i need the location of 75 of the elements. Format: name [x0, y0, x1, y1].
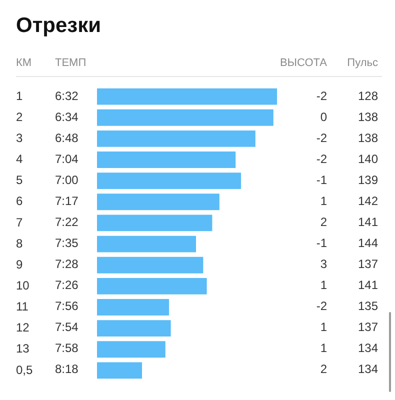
y-tick-label: 9	[16, 257, 23, 272]
bar	[97, 109, 274, 126]
data-label: -2	[316, 298, 327, 315]
data-label: 142	[358, 193, 378, 210]
y-tick-label: 2	[16, 110, 23, 124]
y-tick-label: 8	[16, 236, 23, 250]
bar	[97, 320, 171, 337]
y-tick-label: 0,5	[16, 362, 34, 377]
data-label: 138	[358, 109, 378, 126]
data-label: 0	[320, 109, 327, 126]
data-label: 1	[320, 319, 327, 336]
y-tick-label: 5	[16, 173, 23, 188]
data-label: 7:04	[55, 151, 78, 168]
data-label: 7:17	[55, 193, 78, 210]
y-tick-label: 12	[16, 320, 30, 335]
text: ТЕМП	[55, 56, 86, 70]
data-label: -2	[316, 130, 327, 147]
data-label: 7:35	[55, 235, 78, 252]
bar	[97, 214, 212, 232]
data-label: 135	[358, 298, 378, 315]
data-label: 3	[320, 256, 327, 273]
data-label: 137	[358, 256, 378, 273]
data-label: 7:22	[55, 214, 78, 231]
data-label: 6:32	[55, 88, 78, 105]
data-label: 128	[358, 88, 378, 105]
bar	[97, 341, 166, 358]
bar	[97, 278, 207, 294]
y-tick-label: 13	[16, 342, 30, 356]
y-tick-label: 10	[16, 278, 30, 292]
data-label: -1	[316, 235, 327, 252]
bar	[97, 194, 220, 210]
data-label: 1	[320, 193, 327, 210]
data-label: 134	[358, 361, 378, 378]
data-label: 2	[320, 361, 327, 378]
data-label: 7:56	[55, 298, 78, 315]
data-label: 140	[358, 151, 378, 168]
data-label: 144	[358, 235, 378, 252]
y-tick-label: 3	[16, 130, 23, 145]
data-label: 6:34	[55, 109, 78, 126]
data-label: 139	[358, 172, 378, 189]
y-tick-label: 6	[16, 194, 23, 208]
bar	[97, 152, 236, 168]
data-label: 138	[358, 130, 378, 147]
y-tick-label: 7	[16, 215, 23, 230]
bar	[97, 362, 142, 379]
text: Пульс	[347, 56, 378, 70]
chart-title: Отрезки	[16, 14, 101, 38]
data-label: 2	[320, 214, 327, 231]
data-label: 7:28	[55, 256, 78, 273]
data-label: 7:58	[55, 340, 78, 357]
data-label: 8:18	[55, 361, 78, 378]
y-tick-label: 1	[16, 88, 23, 103]
data-label: -1	[316, 172, 327, 189]
data-label: 134	[358, 340, 378, 357]
data-label: 7:54	[55, 319, 78, 336]
bar	[97, 299, 169, 316]
bar	[97, 172, 241, 190]
y-tick-label: 4	[16, 152, 23, 166]
data-label: 1	[320, 340, 327, 357]
data-label: 141	[358, 214, 378, 231]
data-label: -2	[316, 151, 327, 168]
text: ВЫСОТА	[280, 56, 327, 70]
bar	[97, 130, 256, 147]
bar	[97, 88, 277, 105]
data-label: 7:26	[55, 277, 78, 294]
y-axis-title: КМ	[16, 56, 32, 70]
data-label: 6:48	[55, 130, 78, 147]
data-label: -2	[316, 88, 327, 105]
data-label: 7:00	[55, 172, 78, 189]
bar	[97, 236, 196, 252]
data-label: 137	[358, 319, 378, 336]
data-label: 1	[320, 277, 327, 294]
data-label: 141	[358, 277, 378, 294]
y-tick-label: 11	[16, 300, 29, 314]
bar	[97, 256, 204, 274]
